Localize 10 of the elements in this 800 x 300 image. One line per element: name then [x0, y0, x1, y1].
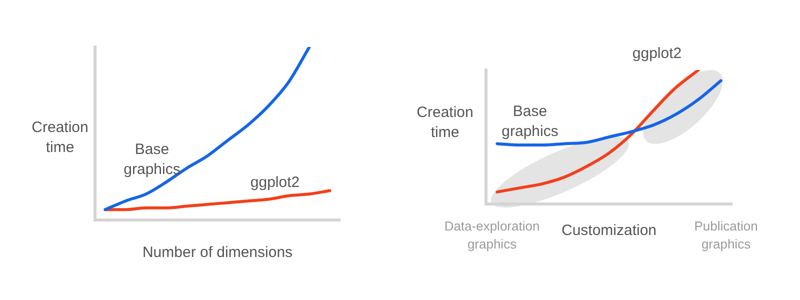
y-axis-title: Creation time [416, 104, 474, 142]
series-label: ggplot2 [250, 174, 300, 192]
x-axis-title: Customization [561, 222, 657, 240]
series-label: Base graphics [502, 103, 558, 140]
y-axis-title: Creation time [32, 119, 88, 156]
text: Data-exploration graphics [444, 218, 540, 252]
series-label: ggplot2 [632, 45, 682, 62]
series-label: Base graphics [124, 141, 180, 178]
x-axis-title: Number of dimensions [142, 244, 293, 262]
text: Publication graphics [694, 218, 758, 252]
